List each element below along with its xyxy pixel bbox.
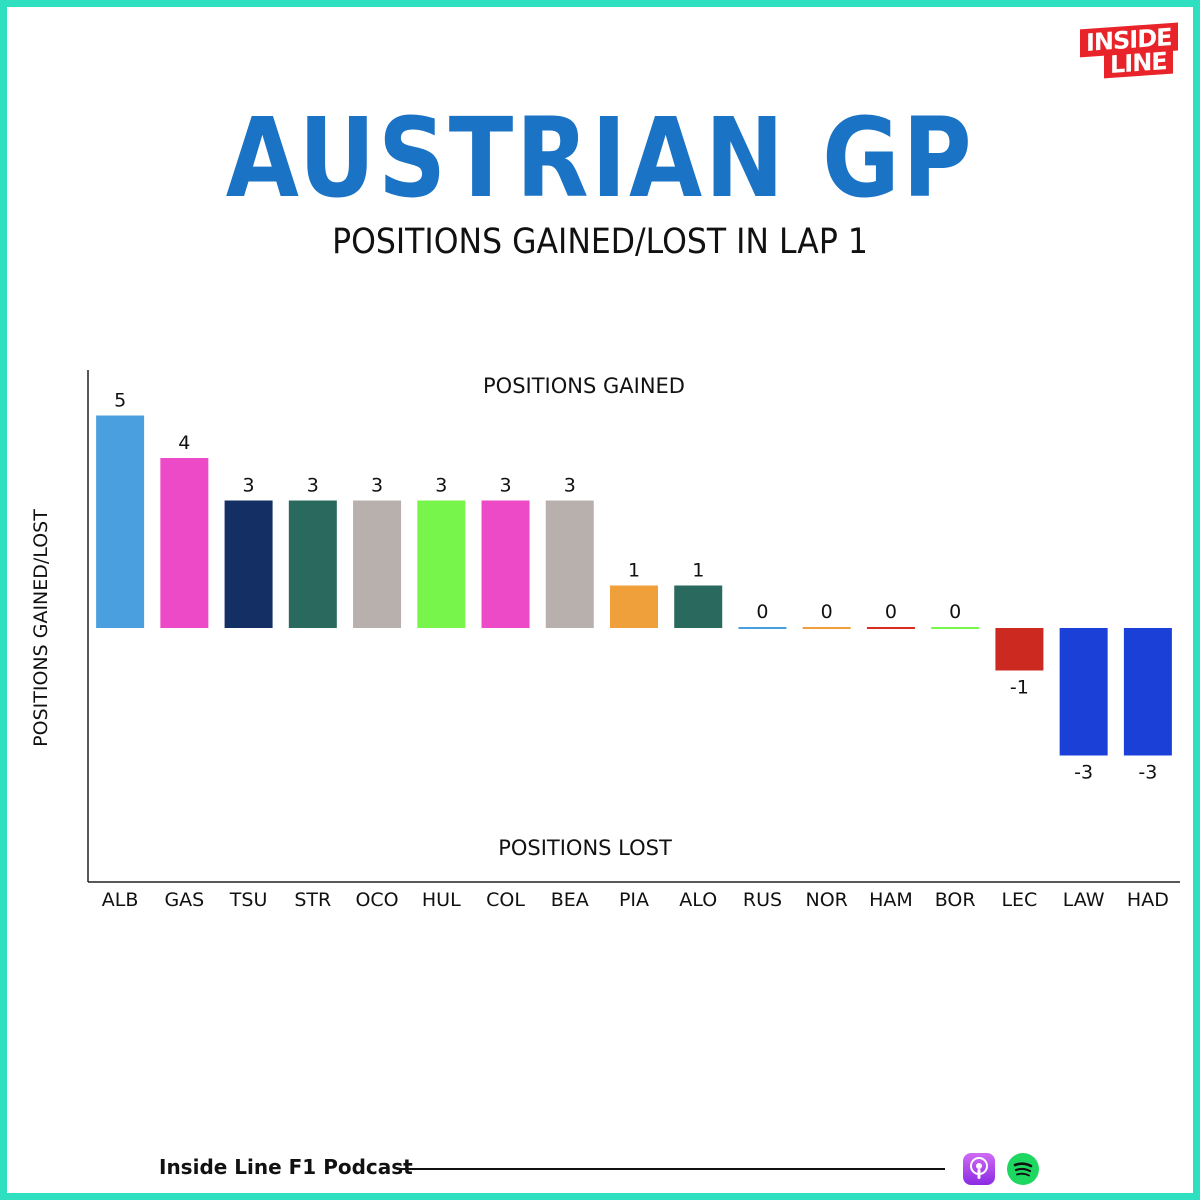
tick-label-bea: BEA [551,889,589,911]
bar-rus [738,627,787,629]
podcast-icon[interactable] [963,1153,995,1185]
bar-pia [610,585,658,628]
value-label-bea: 3 [564,475,576,497]
tick-label-lec: LEC [1001,889,1037,911]
tick-label-ham: HAM [869,889,913,911]
value-label-rus: 0 [756,601,768,623]
bar-alo [674,585,723,628]
bar-col [481,500,530,628]
tick-label-alo: ALO [679,889,717,911]
chart-title: AUSTRIAN GP [225,94,975,222]
tick-label-col: COL [486,889,525,911]
bar-ham [866,627,915,629]
tick-label-nor: NOR [806,889,848,911]
bar-lec [995,628,1044,671]
value-label-bor: 0 [949,601,961,623]
annotation-positions-lost: POSITIONS LOST [498,836,672,860]
bar-oco [353,500,402,628]
value-label-pia: 1 [628,560,640,582]
tick-label-pia: PIA [619,889,649,911]
tick-label-rus: RUS [743,889,782,911]
footer-podcast-label: Inside Line F1 Podcast [159,1155,413,1179]
annotation-positions-gained: POSITIONS GAINED [483,374,685,398]
value-label-lec: -1 [1010,677,1029,699]
value-label-str: 3 [307,475,319,497]
value-label-nor: 0 [821,601,833,623]
tick-label-hul: HUL [422,889,461,911]
value-label-oco: 3 [371,475,383,497]
value-label-alb: 5 [114,390,126,412]
tick-label-oco: OCO [355,889,398,911]
value-label-col: 3 [499,475,511,497]
footer-divider [397,1168,945,1170]
value-label-hul: 3 [435,475,447,497]
tick-label-bor: BOR [935,889,976,911]
bar-alb [96,415,145,628]
value-label-law: -3 [1074,762,1093,784]
value-label-gas: 4 [178,432,190,454]
spotify-icon[interactable] [1007,1153,1039,1185]
tick-label-alb: ALB [102,889,139,911]
value-label-tsu: 3 [243,475,255,497]
y-axis-label: POSITIONS GAINED/LOST [30,509,52,747]
chart-subtitle: POSITIONS GAINED/LOST IN LAP 1 [332,222,868,262]
bar-nor [802,627,851,629]
bar-str [288,500,337,628]
bar-had [1123,628,1172,756]
bar-law [1059,628,1108,756]
tick-label-tsu: TSU [229,889,268,911]
tick-label-gas: GAS [164,889,204,911]
bar-bor [931,627,980,629]
value-label-had: -3 [1138,762,1157,784]
tick-label-str: STR [294,889,331,911]
bar-hul [417,500,466,628]
bar-gas [160,458,209,628]
tick-label-law: LAW [1063,889,1105,911]
bar-tsu [224,500,273,628]
tick-label-had: HAD [1127,889,1169,911]
value-label-alo: 1 [692,560,704,582]
value-label-ham: 0 [885,601,897,623]
bar-bea [545,500,594,628]
